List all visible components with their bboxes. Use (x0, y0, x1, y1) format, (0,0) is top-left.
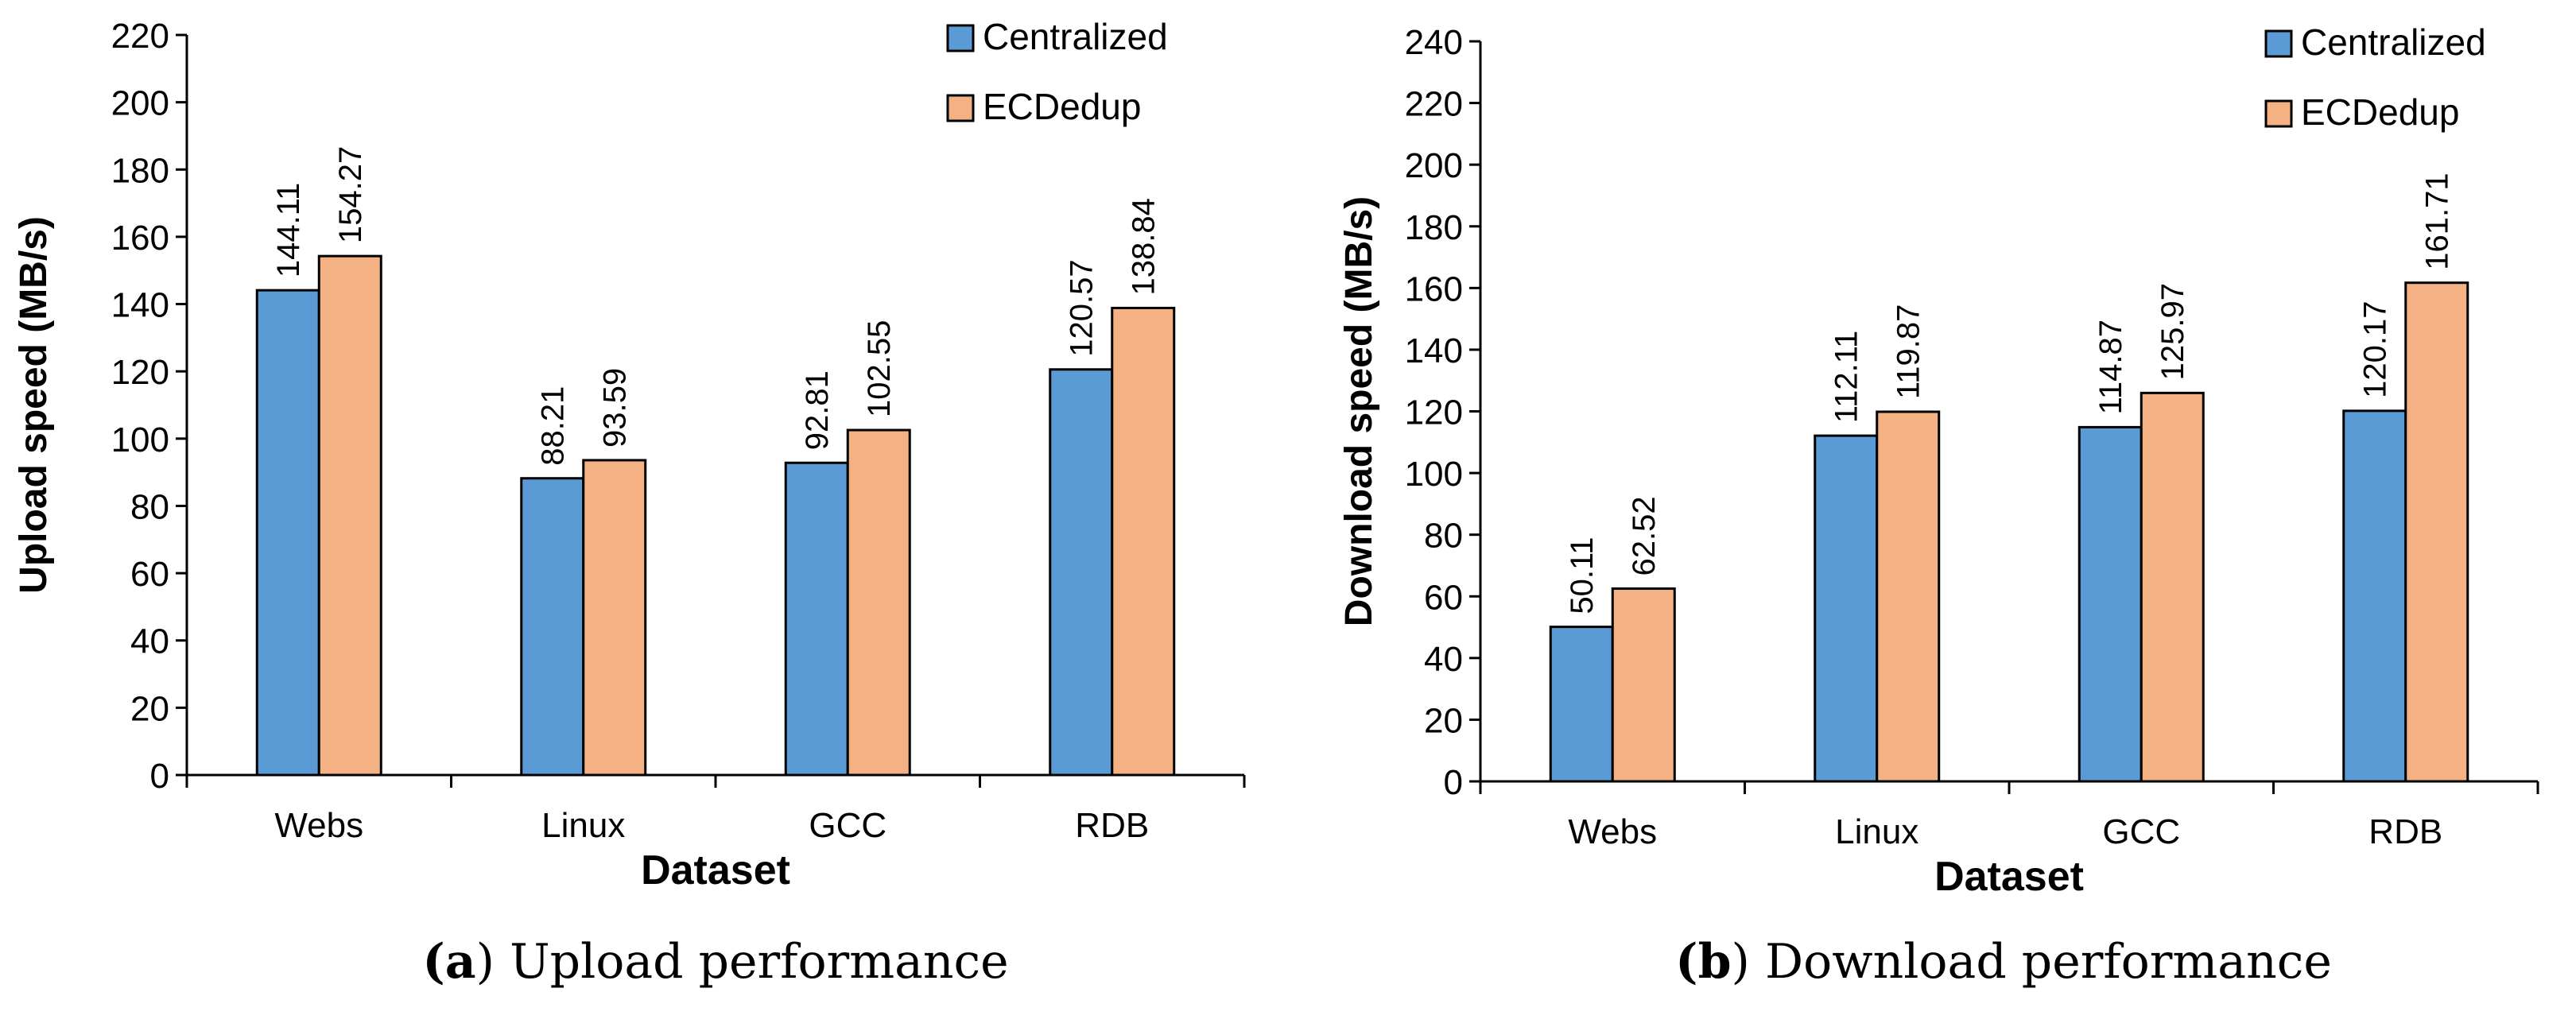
y-tick-label: 60 (1424, 578, 1463, 617)
legend-swatch-centralized (946, 24, 975, 52)
x-tick-label: GCC (809, 806, 886, 845)
bar-ecdedup-webs (1611, 587, 1676, 783)
y-tick-label: 0 (1444, 763, 1463, 802)
y-tick-label: 200 (111, 84, 169, 123)
data-label: 50.11 (1565, 537, 1600, 614)
data-label: 154.27 (333, 146, 368, 243)
caption-label: ( (1675, 934, 1697, 990)
bar-ecdedup-rdb (1111, 306, 1176, 777)
x-tick-label: Linux (1835, 812, 1918, 851)
y-tick-label: 140 (1405, 331, 1463, 370)
bar-centralized-webs (255, 289, 320, 777)
x-tick-label: Linux (541, 806, 625, 845)
bar-centralized-rdb (2342, 409, 2407, 783)
y-tick-label: 220 (1405, 85, 1463, 124)
y-tick-label: 160 (111, 219, 169, 258)
x-tick-label: RDB (1075, 806, 1149, 845)
y-tick-label: 40 (1424, 640, 1463, 679)
bar-centralized-gcc (784, 461, 849, 777)
y-tick-label: 120 (111, 353, 169, 392)
data-label: 92.81 (800, 370, 835, 450)
x-tick-label: Webs (1568, 812, 1657, 851)
y-tick-label: 0 (150, 757, 169, 796)
y-tick-label: 80 (130, 487, 169, 526)
data-label: 62.52 (1627, 496, 1662, 576)
y-tick-label: 60 (130, 555, 169, 594)
data-label: 112.11 (1829, 331, 1864, 423)
y-tick-label: 20 (130, 689, 169, 728)
x-tick-label: Webs (274, 806, 363, 845)
caption-text: Upload performance (510, 934, 1009, 990)
legend-label-centralized: Centralized (983, 16, 1168, 57)
caption: (b) Download performance (1675, 934, 2332, 990)
data-label: 93.59 (598, 368, 633, 448)
bar-ecdedup-gcc (2140, 391, 2205, 783)
data-label: 114.87 (2093, 320, 2128, 414)
legend-label-centralized: Centralized (2301, 21, 2486, 63)
bar-centralized-linux (1814, 434, 1879, 783)
y-tick-label: 40 (130, 622, 169, 661)
x-axis-title: Dataset (641, 847, 790, 893)
data-label: 120.57 (1065, 259, 1100, 356)
legend-label-ecdedup: ECDedup (983, 86, 1141, 127)
y-tick-label: 120 (1405, 393, 1463, 432)
y-tick-label: 180 (1405, 208, 1463, 247)
bar-centralized-linux (520, 477, 585, 777)
caption-label: ( (422, 934, 444, 990)
y-tick-label: 200 (1405, 146, 1463, 185)
data-label: 138.84 (1127, 198, 1162, 295)
bar-ecdedup-webs (317, 254, 382, 777)
data-label: 125.97 (2155, 283, 2190, 380)
bar-centralized-gcc (2077, 425, 2143, 783)
data-label: 144.11 (271, 183, 306, 277)
legend-label-ecdedup: ECDedup (2301, 91, 2459, 133)
caption-label-close: ) (476, 934, 510, 990)
y-tick-label: 80 (1424, 517, 1463, 556)
y-tick-label: 20 (1424, 701, 1463, 740)
y-tick-label: 220 (111, 17, 169, 56)
y-tick-label: 100 (1405, 455, 1463, 494)
y-tick-label: 100 (111, 420, 169, 459)
bar-ecdedup-gcc (846, 428, 911, 777)
legend-swatch-ecdedup (946, 94, 975, 122)
x-tick-label: RDB (2368, 812, 2442, 851)
x-axis-title: Dataset (1934, 854, 2084, 900)
caption-label-letter: a (445, 934, 476, 990)
legend-swatch-ecdedup (2264, 99, 2293, 128)
data-label: 161.71 (2420, 172, 2455, 269)
caption-label-letter: b (1698, 934, 1732, 990)
bar-centralized-webs (1549, 626, 1614, 783)
data-label: 88.21 (536, 386, 571, 466)
caption-label-close: ) (1732, 934, 1765, 990)
chart-2: 0 20 40 60 80 100 120 140 160 180 200 220 240 Webs 50.… (1338, 21, 2539, 990)
caption: (a) Upload performance (422, 934, 1008, 990)
data-label: 102.55 (862, 320, 897, 417)
x-tick-label: GCC (2102, 812, 2180, 851)
y-tick-label: 240 (1405, 23, 1463, 62)
y-axis-title: Upload speed (MB/s) (13, 216, 55, 594)
chart-1: 0 20 40 60 80 100 120 140 160 180 200 220 Webs 144.11… (13, 16, 1246, 990)
bar-ecdedup-rdb (2404, 281, 2469, 783)
y-axis-title: Download speed (MB/s) (1338, 196, 1380, 626)
legend-swatch-centralized (2264, 29, 2293, 58)
data-label: 120.17 (2358, 300, 2393, 397)
caption-text: Download performance (1765, 934, 2332, 990)
data-label: 119.87 (1891, 304, 1926, 399)
bar-centralized-rdb (1049, 368, 1114, 777)
bar-ecdedup-linux (1876, 410, 1941, 783)
bar-ecdedup-linux (582, 459, 647, 777)
y-tick-label: 160 (1405, 269, 1463, 308)
y-tick-label: 140 (111, 286, 169, 325)
y-tick-label: 180 (111, 151, 169, 190)
